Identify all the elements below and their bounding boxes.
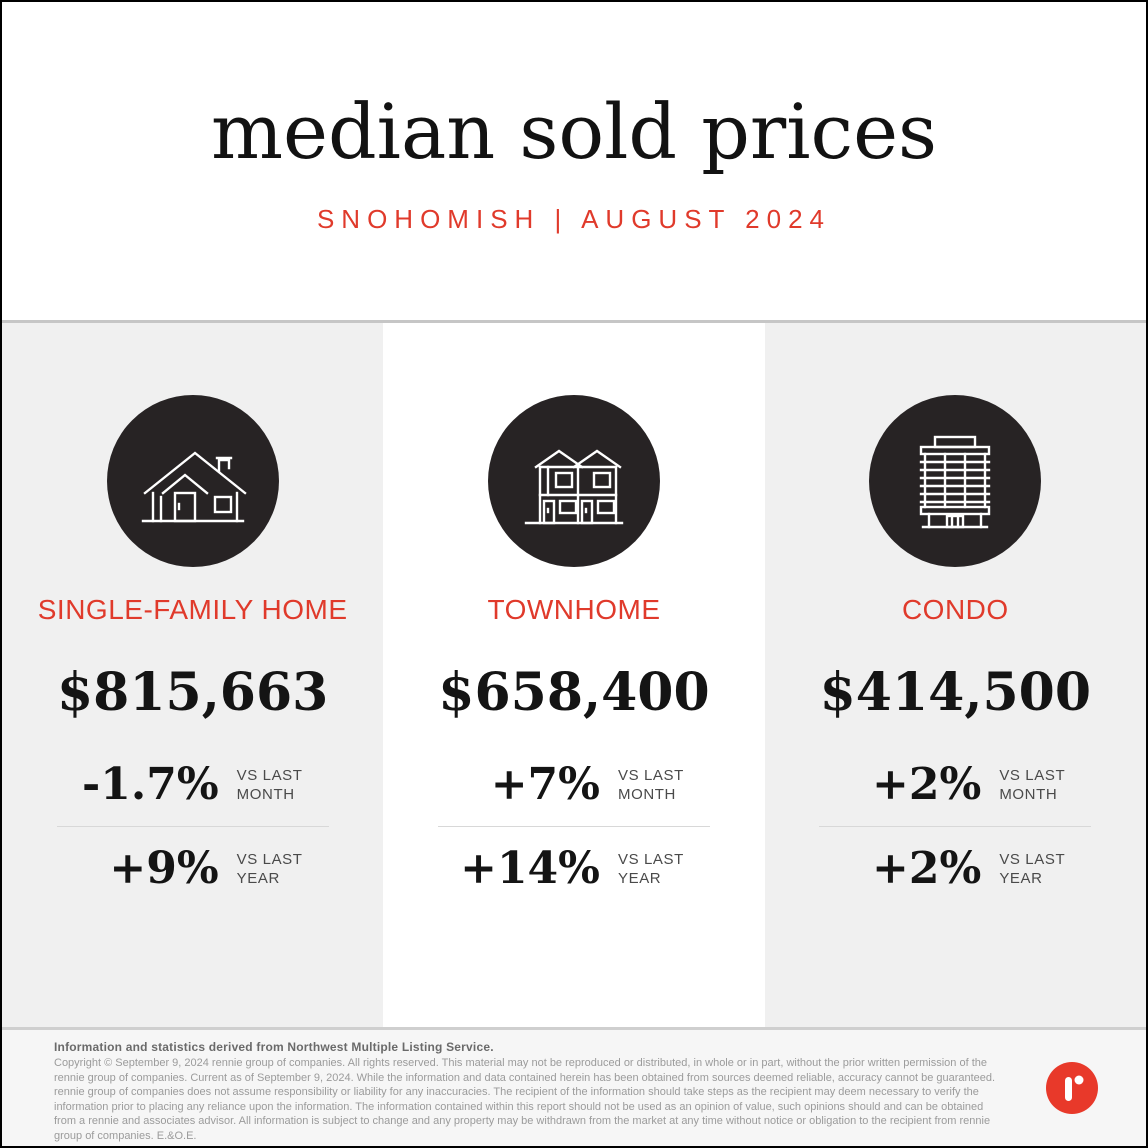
vs-last-month-value: -1.7%	[82, 759, 219, 810]
vs-last-text: VS LAST	[236, 766, 303, 784]
vs-last-year-label: VS LAST YEAR	[618, 850, 710, 888]
year-text: YEAR	[999, 869, 1043, 887]
stat-row-month: +2% VS LAST MONTH	[819, 759, 1091, 810]
stats-block: +2% VS LAST MONTH +2% VS LAST YEAR	[819, 759, 1092, 894]
vs-last-month-label: VS LAST MONTH	[999, 766, 1091, 804]
year-text: YEAR	[617, 869, 662, 887]
stat-row-year: +14% VS LAST YEAR	[438, 843, 710, 894]
subtitle: SNOHOMISH | AUGUST 2024	[316, 203, 832, 234]
vs-last-month-label: VS LAST MONTH	[618, 766, 710, 804]
vs-last-year-label: VS LAST YEAR	[237, 850, 329, 888]
property-type-label: SINGLE-FAMILY HOME	[37, 594, 348, 625]
vs-last-year-value: +14%	[460, 843, 600, 894]
condo-icon-circle	[869, 395, 1042, 567]
vs-last-month-label: VS LAST MONTH	[237, 766, 329, 804]
stat-row-month: +7% VS LAST MONTH	[438, 759, 710, 810]
vs-last-year-value: +9%	[109, 843, 219, 894]
vs-last-text: VS LAST	[999, 850, 1066, 868]
vs-last-year-label: VS LAST YEAR	[999, 850, 1091, 888]
median-price: $815,663	[56, 662, 329, 723]
stat-row-year: +2% VS LAST YEAR	[819, 843, 1091, 894]
house-icon	[141, 451, 247, 523]
footer-legal-text: Copyright © September 9, 2024 rennie gro…	[54, 1057, 996, 1142]
footer: Information and statistics derived from …	[2, 1027, 1146, 1146]
column-single-family-home: SINGLE-FAMILY HOME $815,663 -1.7% VS LAS…	[2, 323, 384, 1027]
stat-row-month: -1.7% VS LAST MONTH	[57, 759, 329, 810]
vs-last-year-value: +2%	[872, 843, 982, 894]
median-price: $658,400	[438, 662, 710, 723]
condo-icon	[920, 435, 991, 529]
page-title: median sold prices	[210, 87, 938, 176]
stat-divider	[56, 826, 329, 827]
vs-last-text: VS LAST	[999, 766, 1066, 784]
stat-divider	[437, 826, 710, 827]
median-price: $414,500	[819, 662, 1091, 723]
stats-block: +7% VS LAST MONTH +14% VS LAST YEAR	[437, 759, 710, 894]
header: median sold prices SNOHOMISH | AUGUST 20…	[2, 2, 1146, 320]
vs-last-month-value: +7%	[490, 759, 600, 810]
stats-block: -1.7% VS LAST MONTH +9% VS LAST YEAR	[56, 759, 329, 894]
stat-divider	[819, 826, 1092, 827]
vs-last-text: VS LAST	[236, 850, 303, 868]
footer-source-heading: Information and statistics derived from …	[54, 1040, 494, 1054]
stat-row-year: +9% VS LAST YEAR	[57, 843, 329, 894]
townhome-icon-circle	[487, 395, 660, 567]
vs-last-month-value: +2%	[872, 759, 982, 810]
column-townhome: TOWNHOME $658,400 +7% VS LAST MONTH +14%…	[383, 323, 765, 1027]
vs-last-text: VS LAST	[617, 766, 684, 784]
vs-last-text: VS LAST	[617, 850, 684, 868]
rennie-logo-icon	[1046, 1062, 1098, 1114]
house-icon-circle	[106, 395, 279, 567]
property-type-label: TOWNHOME	[487, 594, 661, 625]
property-type-label: CONDO	[901, 594, 1009, 625]
year-text: YEAR	[236, 869, 280, 887]
month-text: MONTH	[999, 785, 1058, 803]
month-text: MONTH	[236, 785, 295, 803]
month-text: MONTH	[617, 785, 676, 803]
townhome-icon	[524, 449, 624, 525]
stats-band: SINGLE-FAMILY HOME $815,663 -1.7% VS LAS…	[2, 320, 1146, 1027]
column-condo: CONDO $414,500 +2% VS LAST MONTH +2% VS …	[764, 323, 1146, 1027]
